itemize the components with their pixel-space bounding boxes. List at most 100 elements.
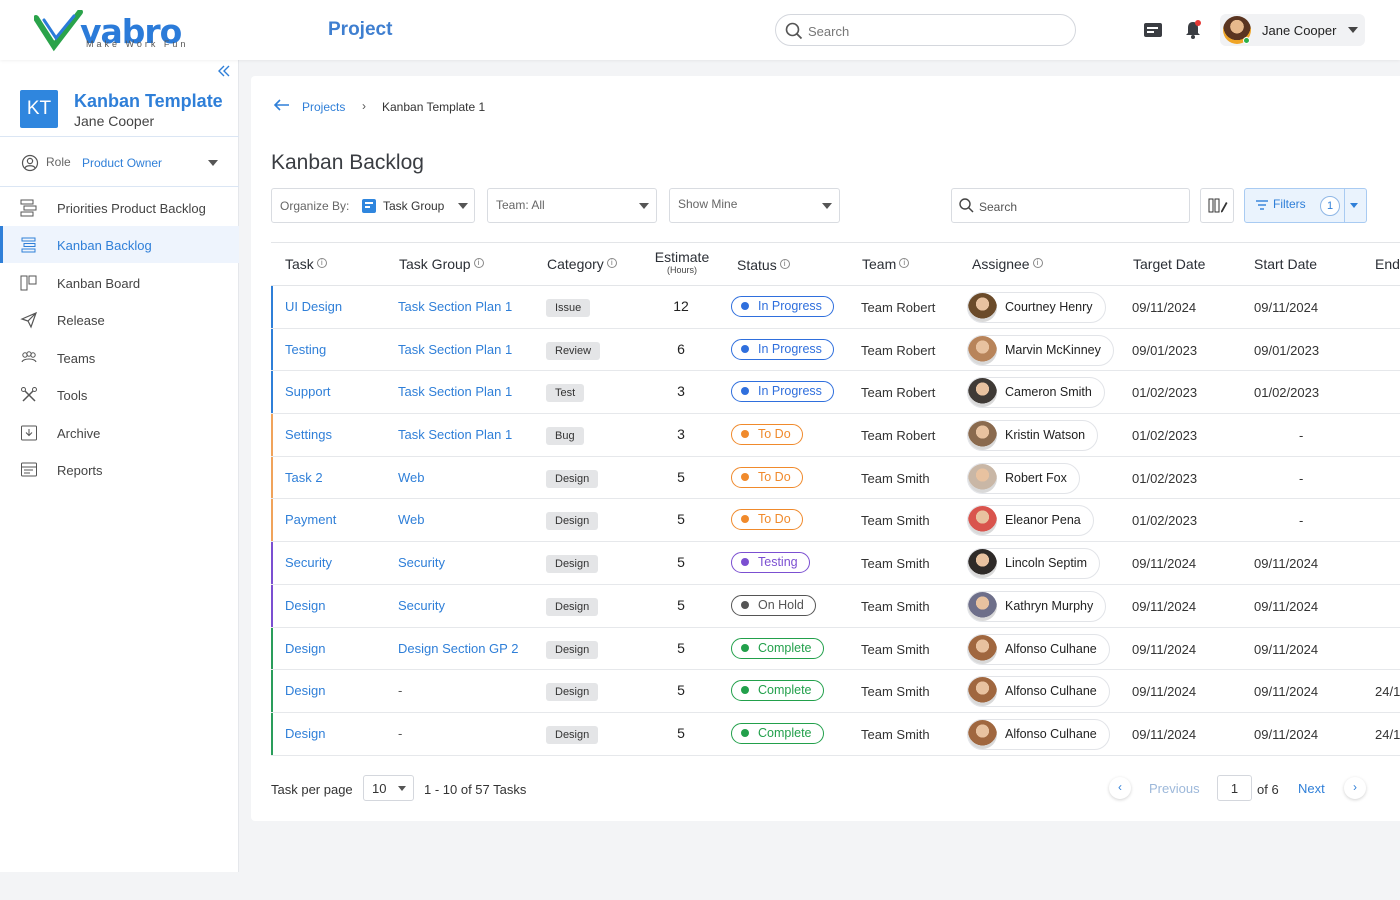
info-icon[interactable]: i bbox=[899, 258, 910, 268]
status-badge[interactable]: To Do bbox=[731, 466, 803, 488]
column-header-end-date[interactable]: End bbox=[1375, 256, 1400, 272]
backlog-search[interactable] bbox=[951, 188, 1190, 223]
column-settings-button[interactable] bbox=[1200, 188, 1234, 223]
task-group-link[interactable]: Task Section Plan 1 bbox=[398, 384, 513, 400]
backlog-search-input[interactable] bbox=[979, 198, 1179, 215]
show-mine-select[interactable]: Show Mine bbox=[669, 188, 840, 223]
organize-by-select[interactable]: Organize By: Task Group bbox=[271, 188, 475, 223]
task-name-link[interactable]: Settings bbox=[285, 427, 332, 443]
task-name-link[interactable]: Design bbox=[285, 725, 326, 741]
notification-bell-icon[interactable] bbox=[1184, 20, 1202, 40]
messages-icon[interactable] bbox=[1143, 21, 1163, 39]
team-select[interactable]: Team: All bbox=[487, 188, 657, 223]
info-icon[interactable]: i bbox=[316, 258, 327, 268]
status-badge[interactable]: To Do bbox=[731, 424, 803, 446]
sidebar-item-kanban-backlog[interactable]: Kanban Backlog bbox=[0, 226, 239, 263]
global-search[interactable] bbox=[775, 14, 1076, 46]
breadcrumb-projects-link[interactable]: Projects bbox=[302, 100, 346, 114]
column-header-category[interactable]: Category i bbox=[547, 256, 617, 272]
next-page-icon[interactable]: › bbox=[1344, 777, 1366, 799]
column-header-estimate[interactable]: Estimate (Hours) bbox=[653, 249, 711, 275]
column-header-status[interactable]: Status i bbox=[737, 257, 790, 273]
task-group-link[interactable]: Security bbox=[398, 597, 445, 613]
column-header-assignee[interactable]: Assignee i bbox=[972, 256, 1043, 272]
filters-button[interactable]: Filters 1 bbox=[1244, 188, 1367, 223]
assignee-chip[interactable]: Robert Fox bbox=[967, 462, 1080, 494]
next-page-button[interactable]: Next bbox=[1298, 781, 1325, 796]
status-badge[interactable]: Complete bbox=[731, 637, 824, 659]
sidebar-item-reports[interactable]: Reports bbox=[0, 451, 239, 488]
task-name-link[interactable]: Design bbox=[285, 683, 326, 699]
task-name-link[interactable]: UI Design bbox=[285, 299, 343, 314]
assignee-chip[interactable]: Kristin Watson bbox=[967, 420, 1099, 452]
table-row[interactable]: Testing Task Section Plan 1 Review 6 In Prog… bbox=[271, 328, 1400, 372]
table-row[interactable]: Security Security Design 5 Testing Team Smith… bbox=[271, 542, 1400, 585]
table-row[interactable]: Design - Design 5 Complete Team Smith Alfonso … bbox=[271, 712, 1400, 756]
task-name-link[interactable]: Payment bbox=[285, 512, 337, 528]
sidebar-item-teams[interactable]: Teams bbox=[0, 339, 239, 376]
status-badge[interactable]: In Progress bbox=[731, 296, 834, 317]
back-arrow-icon[interactable] bbox=[273, 98, 291, 112]
sidebar-item-tools[interactable]: Tools bbox=[0, 376, 239, 413]
sidebar-item-priorities-product-backlog[interactable]: Priorities Product Backlog bbox=[0, 189, 239, 226]
column-header-target-date[interactable]: Target Date bbox=[1133, 256, 1205, 272]
task-name-link[interactable]: Design bbox=[285, 640, 326, 656]
task-name-link[interactable]: Design bbox=[285, 597, 326, 613]
previous-page-icon[interactable]: ‹ bbox=[1109, 777, 1131, 799]
table-row[interactable]: UI Design Task Section Plan 1 Issue 12 In Pr… bbox=[271, 286, 1400, 329]
task-name-link[interactable]: Security bbox=[285, 555, 332, 571]
sidebar-item-archive[interactable]: Archive bbox=[0, 414, 239, 451]
chevron-down-icon[interactable] bbox=[1350, 203, 1358, 208]
table-row[interactable]: Support Task Section Plan 1 Test 3 In Progre… bbox=[271, 371, 1400, 415]
status-badge[interactable]: To Do bbox=[731, 509, 803, 531]
role-selector[interactable]: Role Product Owner bbox=[0, 146, 239, 180]
task-name-link[interactable]: Task 2 bbox=[285, 469, 323, 485]
previous-page-button[interactable]: Previous bbox=[1149, 781, 1200, 796]
assignee-chip[interactable]: Alfonso Culhane bbox=[967, 718, 1110, 750]
column-header-task-group[interactable]: Task Group i bbox=[399, 256, 484, 272]
table-row[interactable]: Design Security Design 5 On Hold Team Smith Ka… bbox=[271, 584, 1400, 628]
info-icon[interactable]: i bbox=[779, 259, 790, 269]
assignee-chip[interactable]: Marvin McKinney bbox=[967, 334, 1114, 366]
column-header-start-date[interactable]: Start Date bbox=[1254, 256, 1317, 272]
table-row[interactable]: Payment Web Design 5 To Do Team Smith Eleanor … bbox=[271, 499, 1400, 543]
vabro-logo[interactable]: vabro Make Work Fun bbox=[34, 10, 194, 52]
table-row[interactable]: Settings Task Section Plan 1 Bug 3 To Do Team… bbox=[271, 414, 1400, 457]
table-row[interactable]: Design - Design 5 Complete Team Smith Alfonso … bbox=[271, 670, 1400, 713]
task-group-link[interactable]: Task Section Plan 1 bbox=[398, 299, 513, 314]
info-icon[interactable]: i bbox=[1032, 258, 1043, 268]
user-menu[interactable]: Jane Cooper bbox=[1220, 14, 1365, 46]
status-badge[interactable]: On Hold bbox=[731, 594, 816, 616]
task-name-link[interactable]: Testing bbox=[285, 341, 327, 357]
status-badge[interactable]: In Progress bbox=[731, 381, 834, 403]
column-header-task[interactable]: Task i bbox=[285, 256, 327, 272]
assignee-chip[interactable]: Courtney Henry bbox=[967, 292, 1106, 323]
status-badge[interactable]: Complete bbox=[731, 722, 824, 744]
column-header-team[interactable]: Team i bbox=[862, 256, 910, 272]
assignee-chip[interactable]: Lincoln Septim bbox=[967, 548, 1100, 580]
page-number-input[interactable] bbox=[1217, 775, 1252, 801]
per-page-select[interactable]: 10 bbox=[363, 775, 414, 801]
sidebar-item-kanban-board[interactable]: Kanban Board bbox=[0, 264, 239, 301]
assignee-chip[interactable]: Kathryn Murphy bbox=[967, 590, 1107, 622]
task-group-link[interactable]: Security bbox=[398, 555, 445, 571]
assignee-chip[interactable]: Eleanor Pena bbox=[967, 505, 1094, 537]
task-group-link[interactable]: Web bbox=[398, 469, 425, 485]
table-row[interactable]: Design Design Section GP 2 Design 5 Complete… bbox=[271, 627, 1400, 671]
task-name-link[interactable]: Support bbox=[285, 384, 331, 400]
status-badge[interactable]: Testing bbox=[731, 552, 810, 574]
task-group-link[interactable]: Task Section Plan 1 bbox=[398, 427, 513, 443]
info-icon[interactable]: i bbox=[606, 258, 617, 268]
status-badge[interactable]: In Progress bbox=[731, 338, 834, 360]
table-row[interactable]: Task 2 Web Design 5 To Do Team Smith Robert Fo… bbox=[271, 456, 1400, 500]
collapse-sidebar-icon[interactable] bbox=[217, 64, 231, 78]
global-search-input[interactable] bbox=[808, 21, 1058, 41]
task-group-link[interactable]: Design Section GP 2 bbox=[398, 640, 519, 656]
assignee-chip[interactable]: Alfonso Culhane bbox=[967, 633, 1110, 665]
status-badge[interactable]: Complete bbox=[731, 680, 824, 702]
task-group-link[interactable]: Web bbox=[398, 512, 425, 528]
sidebar-item-release[interactable]: Release bbox=[0, 301, 239, 338]
assignee-chip[interactable]: Cameron Smith bbox=[967, 377, 1105, 409]
info-icon[interactable]: i bbox=[473, 258, 484, 268]
task-group-link[interactable]: Task Section Plan 1 bbox=[398, 341, 513, 357]
